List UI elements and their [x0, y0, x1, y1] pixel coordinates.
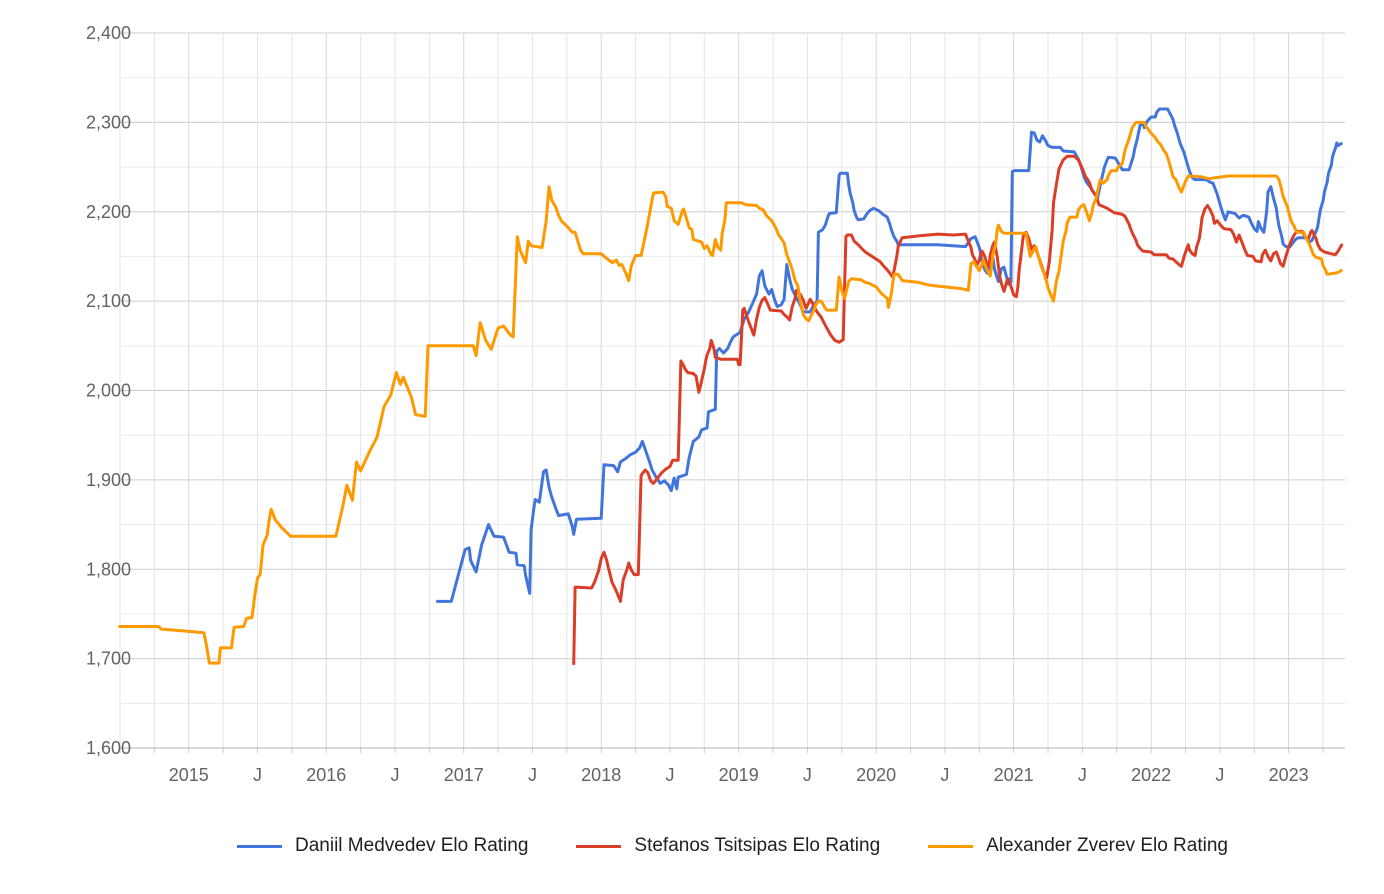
- x-axis-tick-label: J: [940, 765, 949, 785]
- zverev-line-swatch-icon: [928, 844, 974, 848]
- medvedev-line-swatch-icon: [237, 844, 282, 848]
- x-axis-tick-label: J: [1078, 765, 1087, 785]
- y-axis-labels: 1,600 1,700 1,800 1,900 2,000 2,100 2,200 2,300…: [86, 23, 131, 758]
- x-axis-tick-label: 2021: [994, 765, 1034, 785]
- y-axis-tick-label: 1,900: [86, 470, 131, 490]
- y-axis-tick-label: 2,000: [86, 381, 131, 401]
- legend-item-zverev: Alexander Zverev Elo Rating: [928, 835, 1228, 857]
- gridlines: [119, 32, 1345, 753]
- chart-legend: Daniil Medvedev Elo Rating Stefanos Tsit…: [120, 831, 1345, 861]
- tsitsipas-line[interactable]: [572, 154, 1344, 665]
- y-axis-tick-label: 1,700: [86, 649, 131, 669]
- x-axis-tick-label: J: [1215, 765, 1224, 785]
- y-axis-tick-label: 2,200: [86, 202, 131, 222]
- medvedev-line[interactable]: [436, 107, 1344, 603]
- legend-label-tsitsipas: Stefanos Tsitsipas Elo Rating: [634, 835, 881, 856]
- x-axis-tick-label: J: [528, 765, 537, 785]
- y-axis-tick-label: 2,100: [86, 291, 131, 311]
- x-axis-tick-label: 2023: [1269, 765, 1309, 785]
- legend-label-medvedev: Daniil Medvedev Elo Rating: [295, 835, 529, 856]
- legend-label-zverev: Alexander Zverev Elo Rating: [986, 835, 1228, 856]
- legend-item-medvedev: Daniil Medvedev Elo Rating: [237, 835, 528, 857]
- x-axis-tick-label: 2018: [581, 765, 621, 785]
- x-axis-tick-label: 2020: [856, 765, 896, 785]
- x-axis-tick-label: J: [665, 765, 674, 785]
- y-axis-tick-label: 1,800: [86, 559, 131, 579]
- legend-item-tsitsipas: Stefanos Tsitsipas Elo Rating: [576, 835, 880, 857]
- x-axis-tick-label: 2016: [306, 765, 346, 785]
- x-axis-tick-label: J: [390, 765, 399, 785]
- x-axis-tick-label: 2017: [444, 765, 484, 785]
- x-axis-tick-label: 2022: [1131, 765, 1171, 785]
- tsitsipas-line-swatch-icon: [576, 844, 622, 848]
- x-axis-tick-label: 2019: [719, 765, 759, 785]
- x-axis-tick-label: 2015: [169, 765, 209, 785]
- x-axis-labels: 2015 J 2016 J 2017 J 2018 J 2019 J 2020 J 2021 J 2022 J…: [169, 765, 1309, 785]
- y-axis-tick-label: 1,600: [86, 738, 131, 758]
- x-axis-tick-label: J: [253, 765, 262, 785]
- y-axis-tick-label: 2,300: [86, 112, 131, 132]
- x-axis-tick-label: J: [803, 765, 812, 785]
- y-axis-tick-label: 2,400: [86, 23, 131, 43]
- zverev-line[interactable]: [118, 120, 1344, 665]
